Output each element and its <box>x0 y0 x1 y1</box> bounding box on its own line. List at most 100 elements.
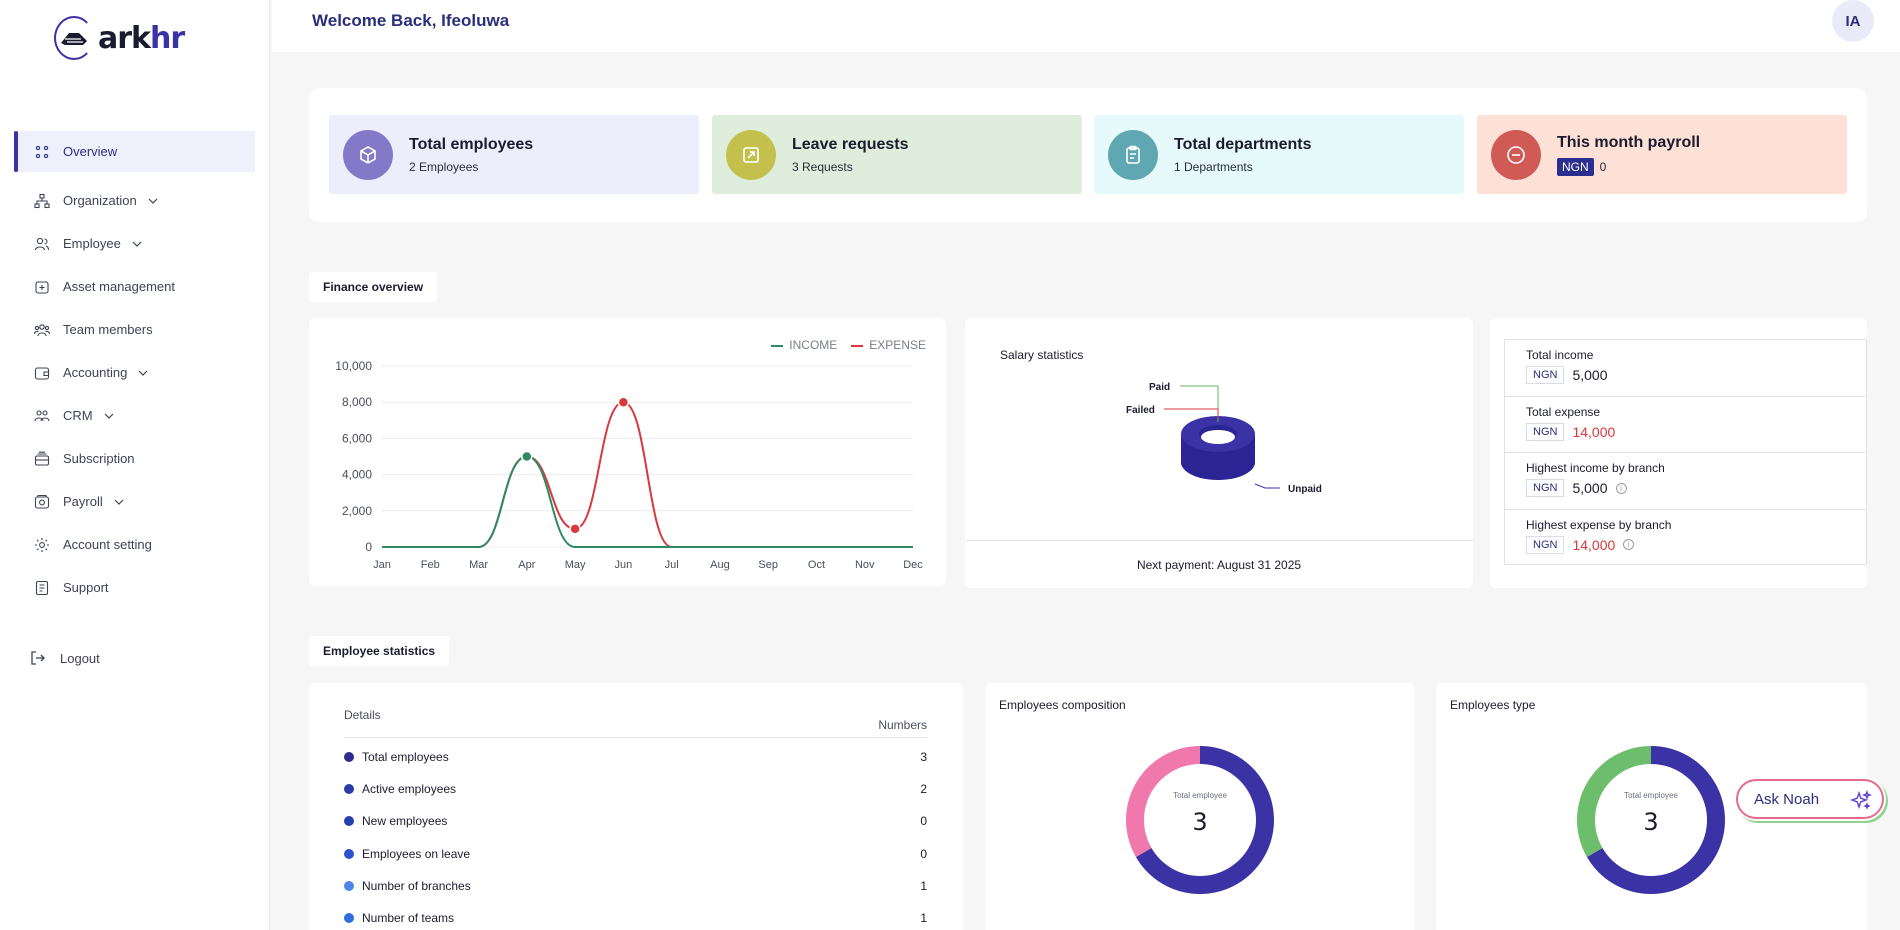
unpaid-leader-line <box>1254 483 1280 489</box>
x-tick-label: Jun <box>614 559 632 571</box>
sidebar-item-label: Accounting <box>63 365 128 380</box>
row-dot <box>344 752 354 762</box>
finance-section-label: Finance overview <box>309 272 438 302</box>
chevron-down-icon[interactable] <box>137 367 149 379</box>
logout-label: Logout <box>60 650 100 666</box>
row-number: 2 <box>920 782 927 797</box>
legend-expense[interactable]: EXPENSE <box>851 338 926 352</box>
support-icon <box>34 580 50 596</box>
row-dot <box>344 913 354 923</box>
stat-card-monthly-payroll[interactable]: This month payroll NGN 0 <box>1477 115 1847 194</box>
series-line-income <box>381 455 913 548</box>
sidebar-item-crm[interactable]: CRM <box>14 395 255 436</box>
row-number: 1 <box>920 911 927 925</box>
ask-noah-button[interactable]: Ask Noah <box>1734 777 1886 821</box>
detail-row: Number of branches 1 <box>344 876 927 896</box>
row-label: Total employees <box>362 750 449 764</box>
gear-icon <box>34 537 50 553</box>
sidebar-item-label: Overview <box>63 144 118 159</box>
summary-row: Highest income by branch NGN 5,000 i <box>1505 453 1866 510</box>
row-number: 1 <box>920 878 927 893</box>
payroll-icon <box>34 494 50 510</box>
row-label: Active employees <box>362 782 457 797</box>
x-tick-label: Nov <box>855 559 875 571</box>
brand-logo[interactable]: arkhr <box>54 16 185 60</box>
cube-icon <box>343 129 393 180</box>
sparkle-icon <box>1850 790 1872 810</box>
leave-icon <box>726 129 776 180</box>
x-tick-label: Apr <box>518 559 535 571</box>
x-tick-label: Jul <box>665 559 679 571</box>
sidebar-item-employee[interactable]: Employee <box>14 223 255 264</box>
failed-leader-line <box>1164 408 1219 418</box>
currency-badge: NGN <box>1526 422 1565 441</box>
org-chart-icon <box>34 193 50 209</box>
chevron-down-icon[interactable] <box>131 238 143 250</box>
currency-badge: NGN <box>1557 157 1594 176</box>
x-tick-label: May <box>565 559 586 571</box>
currency-badge: NGN <box>1526 535 1565 554</box>
donut-center-label: Total employee <box>1624 791 1678 800</box>
sidebar-item-account-setting[interactable]: Account setting <box>14 524 255 565</box>
info-icon[interactable]: i <box>1623 539 1635 550</box>
top-bar: Welcome Back, Ifeoluwa IA <box>272 0 1900 52</box>
logout-button[interactable]: Logout <box>30 650 100 666</box>
row-number: 0 <box>920 846 927 861</box>
donut-slice-female <box>1126 746 1200 857</box>
sidebar-item-label: CRM <box>63 408 93 423</box>
sidebar-item-support[interactable]: Support <box>14 567 255 608</box>
chevron-down-icon[interactable] <box>147 195 159 207</box>
sidebar-item-overview[interactable]: Overview <box>14 131 255 172</box>
stat-title: This month payroll <box>1557 133 1701 151</box>
summary-value: 14,000 <box>1572 423 1616 440</box>
sidebar-item-team-members[interactable]: Team members <box>14 309 255 350</box>
stat-sub: 3 Requests <box>792 159 853 174</box>
composition-title: Employees composition <box>999 698 1126 712</box>
sidebar-item-subscription[interactable]: Subscription <box>14 438 255 479</box>
data-point-income <box>521 450 533 463</box>
sidebar-item-label: Payroll <box>63 494 103 509</box>
stats-panel: Total employees 2 Employees Leave request… <box>309 88 1867 222</box>
y-tick-label: 6,000 <box>342 431 372 445</box>
stat-card-leave-requests[interactable]: Leave requests 3 Requests <box>712 115 1082 194</box>
asset-icon <box>34 279 50 295</box>
info-icon[interactable]: i <box>1615 482 1627 494</box>
summary-label: Highest expense by branch <box>1526 517 1672 532</box>
wallet-icon <box>34 365 50 381</box>
stat-card-total-employees[interactable]: Total employees 2 Employees <box>329 115 699 194</box>
currency-badge: NGN <box>1526 366 1565 384</box>
donut-center-value: 3 <box>1192 808 1207 836</box>
failed-label: Failed <box>1126 405 1155 416</box>
sidebar-item-label: Organization <box>63 193 137 208</box>
chevron-down-icon[interactable] <box>103 410 115 422</box>
row-dot <box>344 816 354 827</box>
row-label: Number of branches <box>362 878 471 893</box>
logo-mark-icon <box>54 16 94 60</box>
sidebar-item-payroll[interactable]: Payroll <box>14 481 255 522</box>
sidebar-item-label: Employee <box>63 236 121 251</box>
summary-label: Highest income by branch <box>1526 461 1665 475</box>
detail-row: Number of teams 1 <box>344 908 927 928</box>
row-dot <box>344 784 354 795</box>
composition-donut-chart: Total employee 3 <box>1126 746 1274 894</box>
sidebar-nav: Overview Organization Employee Asset manage… <box>14 131 255 610</box>
salary-3d-donut: Paid Failed Unpaid <box>1126 382 1322 495</box>
chevron-down-icon[interactable] <box>113 496 125 508</box>
sidebar-item-asset-management[interactable]: Asset management <box>14 266 255 307</box>
legend-income[interactable]: INCOME <box>771 338 837 352</box>
sidebar-item-accounting[interactable]: Accounting <box>14 352 255 393</box>
summary-row: Highest expense by branch NGN 14,000 i <box>1505 510 1866 567</box>
next-payment: Next payment: August 31 2025 <box>965 540 1473 588</box>
x-tick-label: Mar <box>469 559 488 571</box>
salary-donut-shape <box>1181 416 1255 480</box>
sidebar-item-organization[interactable]: Organization <box>14 180 255 221</box>
numbers-header-label: Numbers <box>878 718 927 732</box>
stat-card-total-departments[interactable]: Total departments 1 Departments <box>1094 115 1464 194</box>
row-dot <box>344 848 354 859</box>
row-number: 0 <box>920 814 927 829</box>
y-tick-label: 10,000 <box>335 359 372 373</box>
y-tick-label: 8,000 <box>342 395 372 409</box>
avatar[interactable]: IA <box>1832 0 1874 42</box>
paid-label: Paid <box>1149 382 1170 393</box>
